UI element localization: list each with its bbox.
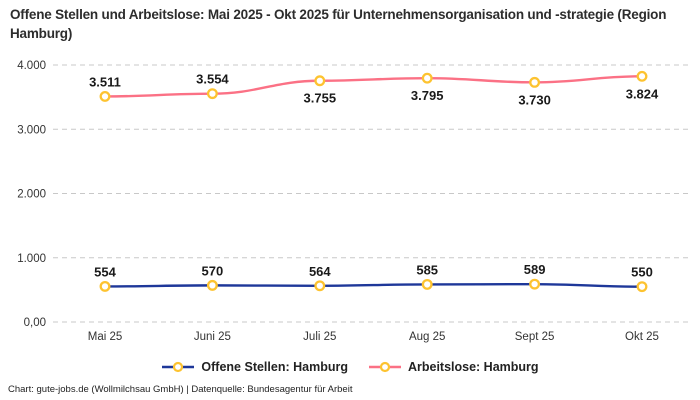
y-axis-tick-label: 3.000 — [17, 124, 46, 136]
data-point-label: 550 — [631, 265, 653, 280]
data-point-label: 3.755 — [304, 91, 337, 106]
y-axis-tick-label: 4.000 — [17, 60, 46, 72]
y-axis-tick-label: 2.000 — [17, 189, 46, 201]
data-point-marker[interactable] — [421, 278, 433, 290]
legend-marker-icon — [368, 361, 401, 373]
chart-legend: Offene Stellen: Hamburg Arbeitslose: Hamb… — [0, 360, 700, 374]
legend-label: Offene Stellen: Hamburg — [201, 360, 348, 374]
data-point-label: 3.730 — [518, 92, 551, 107]
data-point-label: 570 — [202, 263, 224, 278]
legend-item-offene-stellen[interactable]: Offene Stellen: Hamburg — [161, 360, 348, 374]
data-point-marker[interactable] — [99, 90, 111, 102]
x-axis-tick-label: Okt 25 — [625, 331, 659, 343]
legend-marker-icon — [162, 361, 195, 373]
data-point-marker[interactable] — [206, 88, 218, 100]
data-point-marker[interactable] — [99, 280, 111, 292]
data-point-label: 589 — [524, 262, 546, 277]
series-line-0 — [103, 282, 644, 288]
data-point-label: 3.795 — [411, 88, 444, 103]
line-chart: 0,00 1.000 2.000 3.000 4.000 Mai 25 Juni 25 Jul… — [17, 60, 690, 343]
data-point-marker[interactable] — [529, 76, 541, 88]
data-point-marker[interactable] — [636, 281, 648, 293]
data-point-label: 3.511 — [89, 74, 121, 89]
y-axis-tick-label: 0,00 — [24, 317, 46, 329]
data-point-label: 3.554 — [196, 72, 229, 87]
data-point-marker[interactable] — [206, 279, 218, 291]
legend-label: Arbeitslose: Hamburg — [407, 360, 539, 374]
data-point-marker[interactable] — [529, 278, 541, 290]
chart-title: Offene Stellen und Arbeitslose: Mai 2025… — [10, 7, 667, 42]
x-axis-tick-label: Aug 25 — [409, 331, 445, 343]
data-point-label: 564 — [309, 264, 331, 279]
x-axis-tick-label: Sept 25 — [515, 331, 555, 343]
series-line-1 — [103, 75, 644, 98]
data-point-label: 3.824 — [626, 86, 659, 101]
data-point-marker[interactable] — [314, 280, 326, 292]
data-point-marker[interactable] — [421, 72, 433, 84]
x-axis-tick-label: Juni 25 — [194, 331, 231, 343]
chart-source-note: Chart: gute-jobs.de (Wollmilchsau GmbH) … — [8, 384, 353, 395]
legend-item-arbeitslose[interactable]: Arbeitslose: Hamburg — [368, 360, 539, 374]
x-axis-tick-label: Juli 25 — [303, 331, 336, 343]
data-point-label: 554 — [94, 264, 116, 279]
data-point-marker[interactable] — [636, 70, 648, 82]
data-point-label: 585 — [416, 262, 438, 277]
x-axis-tick-label: Mai 25 — [88, 331, 123, 343]
y-axis-tick-label: 1.000 — [17, 253, 46, 265]
data-point-marker[interactable] — [314, 75, 326, 87]
